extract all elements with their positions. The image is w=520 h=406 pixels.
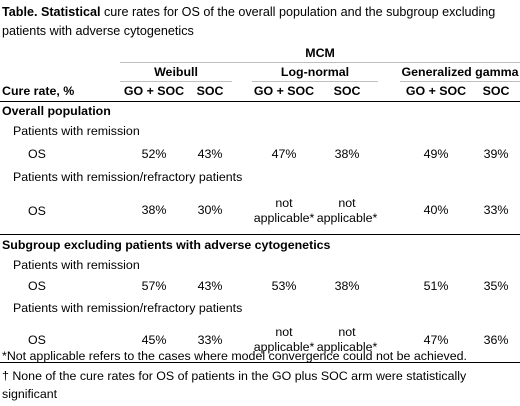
- header-arm: GO + SOC: [400, 81, 472, 102]
- table-cell: 35%: [483, 278, 509, 293]
- na-cell-text: not applicable*: [316, 325, 378, 355]
- table-cell: 47%: [400, 319, 472, 363]
- table-cell: 38%: [334, 278, 360, 293]
- na-cell-text: not applicable*: [316, 195, 378, 225]
- table-caption: Table. Statistical cure rates for OS of …: [2, 3, 516, 41]
- header-arm: SOC: [188, 81, 232, 102]
- na-cell-text: not applicable*: [253, 325, 315, 355]
- table-cell: not applicable*: [252, 188, 316, 234]
- row-label: OS: [0, 319, 120, 363]
- table-cell: 45%: [120, 319, 188, 363]
- table-cell: 36%: [472, 319, 520, 363]
- table-cell: not applicable*: [252, 319, 316, 363]
- table-cell: 33%: [483, 203, 509, 218]
- table-cell: not applicable*: [316, 188, 378, 234]
- group-label: Patients with remission/refractory patie…: [13, 301, 243, 315]
- table-cell: 53%: [271, 278, 297, 293]
- header-arm: SOC: [472, 81, 520, 102]
- header-group-mcm: MCM: [120, 44, 520, 63]
- table-cell: 47%: [271, 146, 297, 161]
- caption-bold: Table. Statistical: [2, 5, 101, 19]
- cure-rate-table: MCM Weibull Log-normal Generalized gamma…: [0, 44, 520, 363]
- table-cell: 39%: [483, 146, 509, 161]
- group-label: Patients with remission: [13, 124, 140, 138]
- row-label: OS: [28, 279, 46, 293]
- table-cell: 38%: [141, 203, 167, 218]
- header-arm: GO + SOC: [120, 81, 188, 102]
- table-cell: 52%: [141, 146, 167, 161]
- table-cell: 40%: [423, 203, 449, 218]
- caption-text: cure rates for OS of the overall populat…: [2, 5, 496, 38]
- footnote-significance: † None of the cure rates for OS of patie…: [2, 369, 467, 401]
- table-cell: 38%: [334, 146, 360, 161]
- header-arm: GO + SOC: [252, 81, 316, 102]
- table-cell: 30%: [197, 203, 223, 218]
- header-row-label: Cure rate, %: [0, 81, 120, 102]
- row-label: OS: [28, 203, 46, 218]
- header-model-gengamma: Generalized gamma: [400, 62, 520, 82]
- table-cell: 43%: [197, 278, 223, 293]
- section-label: Subgroup excluding patients with adverse…: [0, 233, 520, 255]
- table-cell: 57%: [141, 278, 167, 293]
- header-model-lognormal: Log-normal: [252, 62, 378, 82]
- table-cell: 33%: [188, 319, 232, 363]
- table-cell: 49%: [423, 146, 449, 161]
- header-arm: SOC: [316, 81, 378, 102]
- section-label: Overall population: [2, 103, 111, 118]
- group-label: Patients with remission: [13, 258, 140, 272]
- na-cell-text: not applicable*: [253, 195, 315, 225]
- group-label: Patients with remission/refractory patie…: [13, 170, 243, 184]
- table-cell: not applicable*: [316, 319, 378, 363]
- table-cell: 43%: [197, 146, 223, 161]
- header-model-weibull: Weibull: [120, 62, 232, 82]
- table-cell: 51%: [423, 278, 449, 293]
- row-label: OS: [28, 147, 46, 161]
- footnote-not-applicable: *Not applicable refers to the cases wher…: [2, 349, 467, 363]
